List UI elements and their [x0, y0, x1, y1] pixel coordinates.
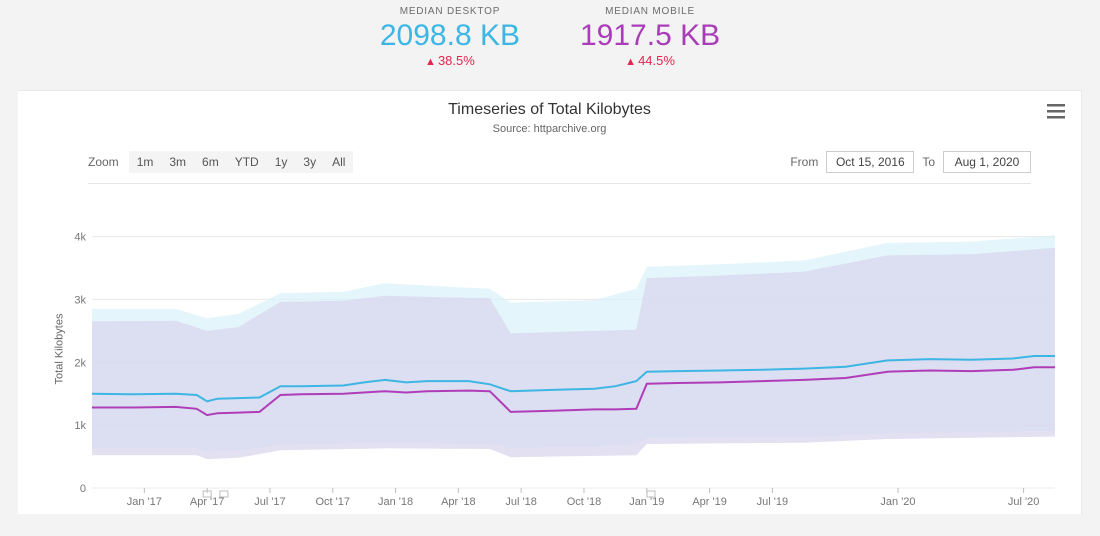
- stat-desktop-change: 38.5%: [380, 53, 520, 68]
- svg-text:Jan '17: Jan '17: [127, 496, 162, 508]
- plot-area[interactable]: Total Kilobytes 01k2k3k4kJan '17Apr '17J…: [18, 184, 1081, 514]
- zoom-button-3y[interactable]: 3y: [295, 151, 324, 173]
- svg-text:Jan '19: Jan '19: [629, 496, 664, 508]
- zoom-label: Zoom: [88, 155, 119, 169]
- zoom-group: Zoom 1m3m6mYTD1y3yAll: [88, 151, 353, 173]
- mobile-band: [92, 248, 1055, 459]
- svg-text:4k: 4k: [74, 232, 86, 244]
- from-label: From: [790, 155, 818, 169]
- to-label: To: [922, 155, 935, 169]
- stat-mobile-label: MEDIAN MOBILE: [580, 6, 720, 17]
- svg-text:Apr '19: Apr '19: [692, 496, 727, 508]
- svg-text:Jan '18: Jan '18: [378, 496, 413, 508]
- page: MEDIAN DESKTOP 2098.8 KB 38.5% MEDIAN MO…: [0, 0, 1100, 536]
- svg-text:Jan '20: Jan '20: [880, 496, 915, 508]
- zoom-button-3m[interactable]: 3m: [161, 151, 194, 173]
- stat-desktop-value: 2098.8 KB: [380, 19, 520, 53]
- zoom-button-all[interactable]: All: [324, 151, 353, 173]
- svg-text:0: 0: [80, 483, 86, 495]
- svg-text:Jul '20: Jul '20: [1008, 496, 1039, 508]
- stat-desktop-label: MEDIAN DESKTOP: [380, 6, 520, 17]
- zoom-button-1m[interactable]: 1m: [129, 151, 162, 173]
- stat-mobile-change: 44.5%: [580, 53, 720, 68]
- controls-row: Zoom 1m3m6mYTD1y3yAll From To: [18, 135, 1081, 183]
- stat-desktop: MEDIAN DESKTOP 2098.8 KB 38.5%: [380, 6, 520, 68]
- svg-text:Oct '17: Oct '17: [315, 496, 350, 508]
- zoom-button-6m[interactable]: 6m: [194, 151, 227, 173]
- svg-text:1k: 1k: [74, 420, 86, 432]
- chart-subtitle: Source: httparchive.org: [18, 123, 1081, 135]
- svg-text:2k: 2k: [74, 357, 86, 369]
- range-group: From To: [790, 151, 1031, 173]
- chart-title: Timeseries of Total Kilobytes: [18, 101, 1081, 119]
- svg-text:Apr '17: Apr '17: [190, 496, 225, 508]
- from-date-input[interactable]: [826, 151, 914, 173]
- zoom-button-ytd[interactable]: YTD: [227, 151, 267, 173]
- chart-menu-button[interactable]: [1047, 103, 1065, 119]
- zoom-button-1y[interactable]: 1y: [267, 151, 296, 173]
- to-date-input[interactable]: [943, 151, 1031, 173]
- svg-text:Oct '18: Oct '18: [567, 496, 602, 508]
- hamburger-icon: [1047, 103, 1065, 119]
- stat-mobile: MEDIAN MOBILE 1917.5 KB 44.5%: [580, 6, 720, 68]
- stat-mobile-value: 1917.5 KB: [580, 19, 720, 53]
- timeseries-chart[interactable]: 0 1k 2k 3k 4k Jan '17 Apr '17 Jul '17 Oct '17 Jan…: [58, 184, 1061, 514]
- svg-text:3k: 3k: [74, 294, 86, 306]
- svg-text:Jul '18: Jul '18: [505, 496, 536, 508]
- svg-text:Apr '18: Apr '18: [441, 496, 476, 508]
- svg-text:Jul '19: Jul '19: [757, 496, 788, 508]
- chart-card: Timeseries of Total Kilobytes Source: ht…: [18, 90, 1082, 514]
- svg-text:Jul '17: Jul '17: [254, 496, 285, 508]
- stats-row: MEDIAN DESKTOP 2098.8 KB 38.5% MEDIAN MO…: [0, 0, 1100, 70]
